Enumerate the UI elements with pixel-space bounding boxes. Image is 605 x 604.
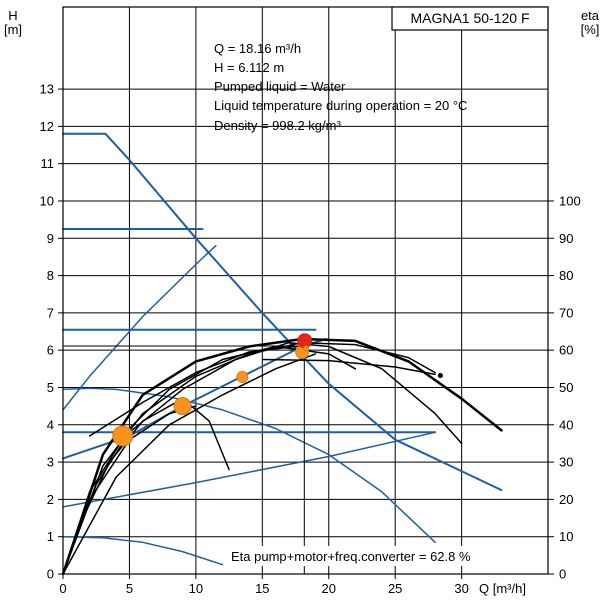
y-tick-label-13: 13 [40,82,54,97]
y-tick-label-11: 11 [41,156,55,171]
y-tick-label-9: 9 [47,231,54,246]
curve-14 [62,397,230,575]
y-tick-label-1: 1 [47,529,54,544]
y2-tick-label-3: 30 [559,455,573,470]
y2-axis-label: eta [581,8,600,23]
marker-6 [437,373,443,379]
y2-tick-label-6: 60 [559,343,573,358]
curve-12 [62,341,436,575]
plot-frame [62,6,549,575]
y-tick-label-10: 10 [40,193,54,208]
y-tick-label-2: 2 [47,492,54,507]
y2-tick-label-9: 90 [559,231,573,246]
curve-16 [261,358,436,376]
info-line-temperature: Liquid temperature during operation = 20… [214,98,467,113]
info-line-h: H = 6.112 m [214,60,284,75]
curve-8 [62,535,224,566]
y2-tick-label-1: 10 [559,529,573,544]
marker-2 [236,371,249,384]
curve-7 [62,431,436,508]
x-tick-label-4: 20 [322,581,336,596]
x-axis-label: Q [m³/h] [479,581,526,596]
marker-0 [112,425,134,447]
marker-1 [173,397,192,416]
y2-tick-label-7: 70 [559,305,573,320]
y-axis-unit: [m] [4,22,22,37]
info-line-q: Q = 18.16 m³/h [214,41,301,56]
chart-title: MAGNA1 50-120 F [410,10,529,26]
curve-17 [62,353,317,575]
x-tick-label-5: 25 [388,581,402,596]
curve-5 [62,244,217,411]
operating-point-reference-lines [63,345,305,574]
y2-tick-label-4: 40 [559,417,573,432]
y2-tick-label-0: 0 [559,567,566,582]
curve-6 [62,387,436,544]
grid-lines [62,7,548,574]
x-tick-label-3: 15 [255,581,269,596]
marker-5 [303,345,310,352]
x-tick-label-6: 30 [454,581,468,596]
info-line-density: Density = 998.2 kg/m³ [214,118,341,133]
y2-tick-label-5: 50 [559,380,573,395]
eta-label-bg [228,546,546,566]
title-box [391,6,549,31]
curve-0 [62,132,503,492]
y-axis-label: H [8,8,17,23]
y-tick-label-5: 5 [47,380,54,395]
y-tick-label-12: 12 [40,119,54,134]
curve-9 [61,337,503,576]
eta-label: Eta pump+motor+freq.converter = 62.8 % [231,549,471,564]
y2-tick-label-8: 80 [559,268,573,283]
y2-tick-label-2: 20 [559,492,573,507]
info-line-liquid: Pumped liquid = Water [214,79,346,94]
y-tick-label-6: 6 [47,343,54,358]
curve-15 [88,344,303,437]
y-tick-label-7: 7 [47,305,54,320]
x-axis-label-bg [474,579,544,597]
marker-layer [112,333,443,447]
y-tick-label-8: 8 [47,268,54,283]
curve-10 [62,345,357,575]
x-tick-label-1: 5 [126,581,133,596]
tick-labels: 0 5 10 15 20 25 300123456789101112130102030405… [40,82,581,596]
y-tick-label-4: 4 [47,417,54,432]
x-tick-label-0: 0 [59,581,66,596]
y2-tick-label-10: 100 [559,193,581,208]
x-tick-label-2: 10 [189,581,203,596]
y-tick-label-3: 3 [47,455,54,470]
y-tick-label-0: 0 [47,567,54,582]
y2-axis-unit: [%] [581,22,600,37]
